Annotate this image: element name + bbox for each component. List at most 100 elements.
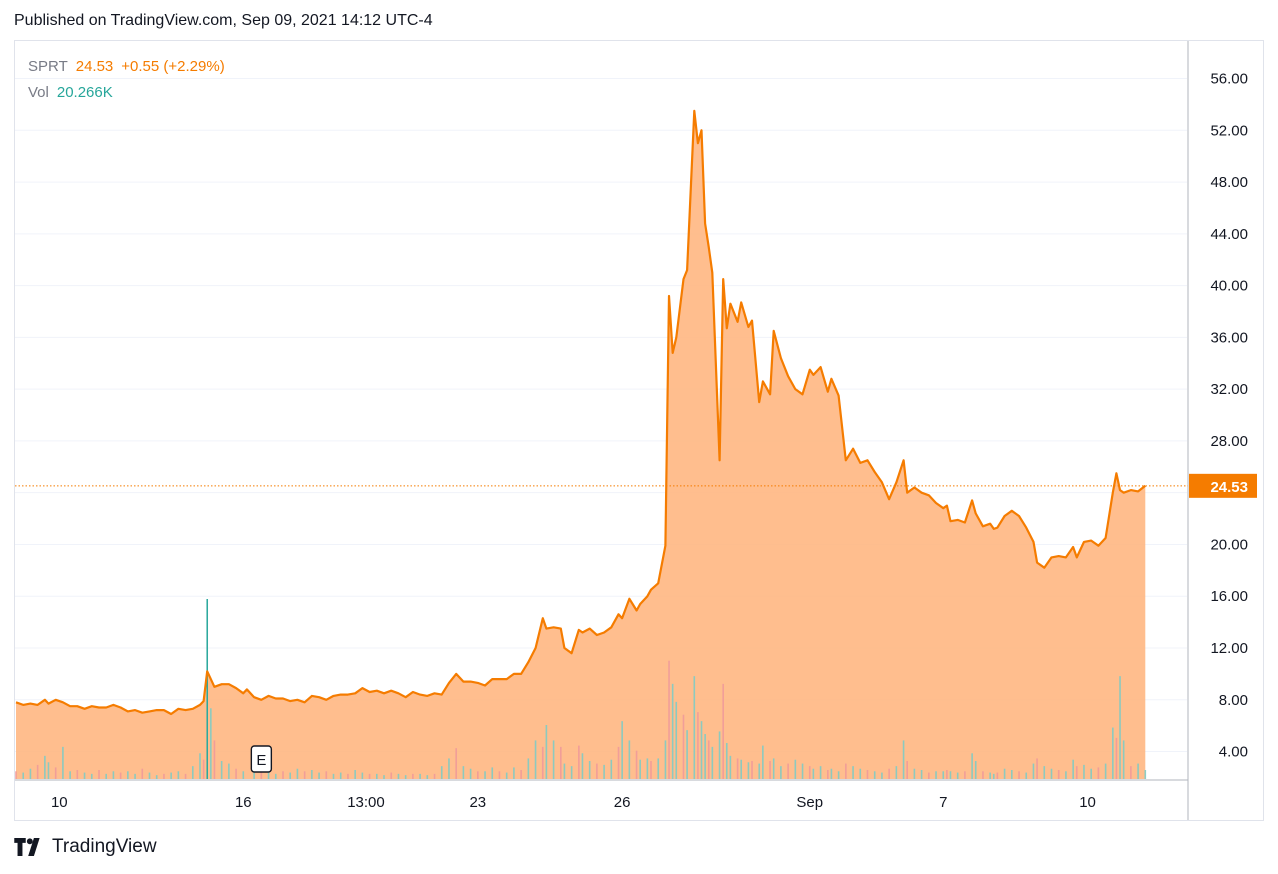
price-area-fill: [16, 110, 1146, 779]
y-tick-52.00: 52.00: [1210, 122, 1248, 139]
volume-bar: [202, 759, 205, 779]
y-tick-12.00: 12.00: [1210, 640, 1248, 657]
volume-bar: [982, 771, 984, 779]
volume-bar: [801, 763, 804, 779]
volume-bar: [902, 740, 905, 779]
volume-bar: [1065, 771, 1067, 779]
volume-bar: [725, 743, 728, 779]
published-caption: Published on TradingView.com, Sep 09, 20…: [14, 12, 433, 29]
volume-bar: [845, 763, 847, 779]
volume-bar: [253, 772, 255, 779]
volume-bar: [274, 773, 277, 779]
volume-bar: [22, 772, 25, 779]
volume-bar: [376, 773, 378, 779]
volume-bar: [635, 750, 638, 779]
volume-bar: [520, 770, 522, 779]
volume-bar: [812, 768, 815, 779]
volume-bar: [390, 772, 393, 779]
volume-bar: [412, 773, 414, 779]
volume-bar: [610, 759, 613, 779]
volume-bar: [98, 770, 100, 779]
volume-bar: [1119, 676, 1121, 779]
volume-bar: [462, 766, 465, 779]
volume-bar: [177, 771, 180, 779]
volume-bar: [596, 763, 598, 779]
volume-bar: [505, 772, 508, 779]
y-tick-40.00: 40.00: [1210, 278, 1248, 295]
volume-bar: [513, 767, 515, 779]
volume-bar: [1115, 737, 1118, 779]
volume-bar: [242, 771, 245, 779]
volume-bar: [794, 759, 797, 779]
volume-bar: [83, 772, 86, 779]
volume-bar: [974, 761, 977, 779]
y-tick-56.00: 56.00: [1210, 71, 1248, 88]
volume-bar: [700, 721, 703, 779]
legend-symbol: SPRT: [28, 58, 68, 75]
volume-bar: [1003, 768, 1006, 779]
volume-bar: [989, 772, 991, 779]
tradingview-brand[interactable]: TradingView: [14, 836, 157, 858]
volume-bar: [155, 775, 158, 779]
volume-bar: [90, 773, 93, 779]
earnings-marker-label: E: [256, 752, 266, 769]
volume-bar: [491, 767, 494, 779]
volume-bar: [888, 768, 890, 779]
volume-bar: [311, 770, 313, 779]
volume-bar: [949, 771, 952, 779]
volume-bar: [581, 753, 584, 779]
x-tick-Sep: Sep: [796, 794, 823, 811]
volume-bar: [650, 761, 652, 779]
volume-bar: [289, 772, 292, 779]
volume-bar: [1144, 770, 1147, 779]
volume-bar: [15, 771, 17, 779]
x-tick-13:00: 13:00: [347, 794, 385, 811]
legend-volume-row: Vol 20.266K: [28, 80, 225, 106]
last-price-label: 24.53: [1210, 479, 1248, 496]
volume-bar: [1075, 766, 1078, 779]
volume-bar: [736, 758, 739, 779]
volume-bar: [697, 712, 699, 779]
volume-bar: [1057, 770, 1060, 779]
volume-bar: [946, 770, 948, 779]
volume-bar: [163, 773, 165, 779]
volume-bar: [260, 770, 263, 779]
volume-bar: [545, 725, 548, 779]
volume-bar: [628, 740, 631, 779]
volume-bar: [971, 753, 973, 779]
volume-bar: [170, 772, 172, 779]
volume-bar: [433, 773, 436, 779]
x-tick-7: 7: [939, 794, 947, 811]
volume-bar: [693, 676, 696, 779]
volume-bar: [935, 771, 937, 779]
volume-bar: [141, 768, 144, 779]
y-tick-48.00: 48.00: [1210, 174, 1248, 191]
volume-bar: [318, 772, 320, 779]
volume-bar: [213, 740, 216, 779]
volume-bar: [787, 763, 789, 779]
volume-bar: [1032, 763, 1035, 779]
volume-bar: [477, 771, 479, 779]
volume-bar: [36, 764, 39, 779]
legend-price: 24.53: [75, 58, 114, 75]
volume-bar: [1018, 771, 1020, 779]
volume-bar: [228, 763, 230, 779]
volume-bar: [639, 759, 641, 779]
volume-bar: [859, 768, 862, 779]
volume-bar: [722, 683, 724, 779]
volume-bar: [484, 771, 486, 779]
volume-bar: [772, 758, 775, 779]
volume-bar: [527, 758, 530, 779]
volume-bar: [325, 771, 328, 779]
earnings-marker: [250, 745, 273, 773]
volume-bar: [729, 755, 732, 779]
volume-bar: [769, 761, 771, 779]
volume-bar: [1137, 763, 1139, 779]
volume-bar: [675, 701, 678, 779]
volume-bar: [541, 746, 544, 779]
volume-bar: [1036, 758, 1038, 779]
volume-bar: [603, 764, 605, 779]
volume-bar: [1072, 759, 1074, 779]
legend-change: +0.55 (+2.29%): [121, 58, 225, 75]
